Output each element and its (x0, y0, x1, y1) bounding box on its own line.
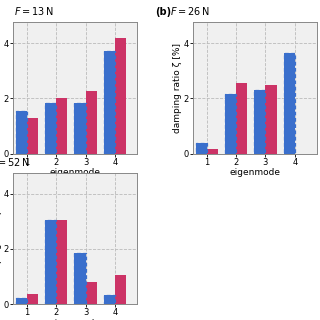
Bar (115, 37, 126, 154)
Bar (254, 90, 266, 154)
Text: (b): (b) (156, 7, 172, 17)
Bar (56, 220, 68, 304)
Bar (115, 275, 126, 304)
Bar (16, 111, 27, 154)
Bar (27, 293, 38, 304)
Bar (16, 298, 27, 304)
Bar (104, 51, 115, 154)
Bar (56, 98, 68, 154)
Bar (45, 102, 56, 154)
Bar (85, 92, 97, 154)
X-axis label: eigenmode: eigenmode (229, 168, 280, 177)
Bar (104, 295, 115, 304)
Y-axis label: damping ratio ζ [%]: damping ratio ζ [%] (173, 43, 182, 133)
Bar (225, 94, 236, 154)
Bar (207, 148, 218, 154)
Bar (27, 118, 38, 154)
X-axis label: eigenmode: eigenmode (49, 318, 100, 320)
X-axis label: eigenmode: eigenmode (49, 168, 100, 177)
Bar (75, 103, 85, 154)
Bar (45, 220, 56, 304)
Y-axis label: damping ratio ζ [%]: damping ratio ζ [%] (0, 193, 2, 284)
Bar (236, 83, 247, 154)
Bar (75, 253, 85, 304)
Bar (266, 84, 276, 154)
Text: $F = 26\,\mathrm{N}$: $F = 26\,\mathrm{N}$ (170, 5, 210, 17)
Text: $F = 13\,\mathrm{N}$: $F = 13\,\mathrm{N}$ (14, 5, 54, 17)
Bar (196, 143, 207, 154)
Text: $F = 52\,\mathrm{N}$: $F = 52\,\mathrm{N}$ (0, 156, 30, 168)
Bar (85, 283, 97, 304)
Bar (284, 53, 295, 154)
